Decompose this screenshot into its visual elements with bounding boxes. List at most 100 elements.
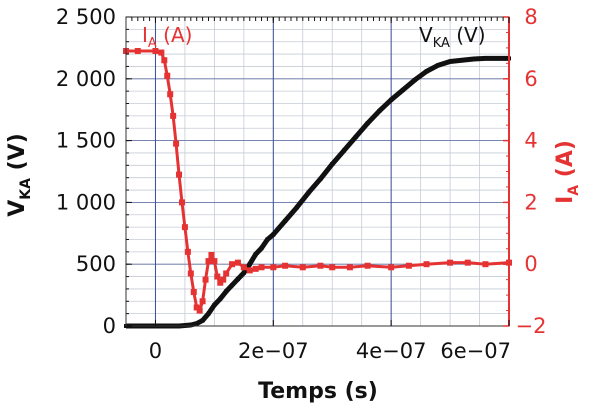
data-point: [270, 264, 277, 271]
data-point: [482, 261, 489, 268]
data-point: [184, 248, 191, 255]
data-point: [329, 264, 336, 271]
series-layer: [123, 47, 512, 329]
data-point: [220, 276, 227, 283]
data-point: [234, 259, 241, 266]
data-point: [164, 72, 171, 79]
data-point: [342, 148, 347, 153]
data-point: [346, 264, 353, 271]
y-right-tick-label: −2: [516, 314, 547, 338]
data-point: [152, 47, 159, 54]
data-point: [459, 58, 464, 63]
data-point: [167, 91, 174, 98]
y-left-tick-label: 0: [103, 314, 116, 338]
data-point: [299, 264, 306, 271]
data-point: [306, 190, 311, 195]
y-right-tick-label: 6: [524, 67, 537, 91]
y-left-axis-title: VKA (V): [5, 133, 34, 217]
data-point: [200, 318, 205, 323]
y-left-tick-label: 2 000: [56, 67, 116, 91]
data-point: [206, 311, 211, 316]
y-right-tick-label: 2: [524, 190, 537, 214]
data-point: [388, 264, 395, 271]
data-point: [208, 251, 215, 258]
data-point: [134, 47, 141, 54]
in-plot-label-voltage-unit: (V): [450, 23, 486, 47]
data-point: [173, 140, 180, 147]
series-line: [126, 49, 510, 313]
data-point: [247, 262, 252, 267]
y-left-tick-label: 2 500: [56, 5, 116, 29]
data-point: [389, 97, 394, 102]
data-point: [405, 262, 412, 269]
y-right-tick-label: 4: [524, 129, 537, 153]
series-line: [126, 55, 509, 329]
data-point: [252, 265, 259, 272]
data-point: [176, 171, 183, 178]
y-left-tick-label: 1 000: [56, 190, 116, 214]
data-point: [495, 56, 500, 61]
data-point: [353, 134, 358, 139]
in-plot-label-current-sub: A: [148, 36, 157, 51]
in-plot-label-voltage: VKA (V): [419, 23, 486, 51]
data-point: [240, 264, 247, 271]
data-point: [241, 270, 246, 275]
data-point: [218, 296, 223, 301]
data-point: [170, 112, 177, 119]
data-point: [178, 199, 185, 206]
data-point: [317, 262, 324, 269]
data-point: [217, 279, 224, 286]
data-point: [412, 78, 417, 83]
data-point: [464, 259, 471, 266]
y-left-title-main: V: [5, 200, 30, 217]
data-point: [377, 108, 382, 113]
x-tick-label: 6e−07: [440, 339, 511, 363]
data-point: [194, 321, 199, 326]
y-right-title-sub: A: [566, 185, 582, 196]
series-voltage: [124, 55, 511, 329]
data-point: [365, 121, 370, 126]
x-axis-title: Temps (s): [258, 379, 378, 404]
data-point: [214, 273, 221, 280]
data-point: [471, 57, 476, 62]
in-plot-label-current: IA (A): [142, 23, 192, 51]
data-point: [265, 237, 270, 242]
data-point: [294, 205, 299, 210]
y-right-tick-label: 0: [524, 252, 537, 276]
data-point: [190, 289, 197, 296]
data-point: [161, 57, 168, 64]
data-point: [193, 304, 200, 311]
x-tick-label: 2e−07: [238, 339, 309, 363]
data-point: [483, 56, 488, 61]
data-point: [196, 307, 203, 314]
in-plot-label-current-unit: (A): [157, 23, 193, 47]
data-point: [400, 87, 405, 92]
data-point: [259, 246, 264, 251]
data-point: [246, 267, 253, 274]
data-point: [202, 276, 209, 283]
data-point: [230, 283, 235, 288]
data-point: [364, 262, 371, 269]
x-tick-label: 0: [149, 339, 162, 363]
y-left-title-unit: (V): [5, 133, 30, 178]
data-point: [423, 261, 430, 268]
data-point: [318, 176, 323, 181]
x-tick-label: 4e−07: [356, 339, 427, 363]
y-right-tick-label: 8: [524, 5, 537, 29]
data-point: [424, 69, 429, 74]
in-plot-label-voltage-main: V: [419, 23, 433, 47]
data-point: [448, 59, 453, 64]
y-right-title-unit: (A): [553, 140, 578, 185]
data-point: [188, 323, 193, 328]
data-point: [223, 270, 230, 277]
data-point: [158, 49, 165, 56]
data-point: [187, 270, 194, 277]
data-point: [212, 302, 217, 307]
y-left-tick-label: 1 500: [56, 129, 116, 153]
data-point: [258, 264, 265, 271]
data-point: [224, 289, 229, 294]
y-left-tick-label: 500: [76, 252, 116, 276]
y-right-axis-title: IA (A): [553, 140, 582, 204]
data-point: [282, 262, 289, 269]
